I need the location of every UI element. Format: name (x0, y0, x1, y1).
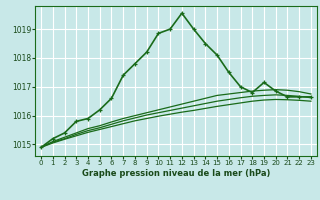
X-axis label: Graphe pression niveau de la mer (hPa): Graphe pression niveau de la mer (hPa) (82, 169, 270, 178)
